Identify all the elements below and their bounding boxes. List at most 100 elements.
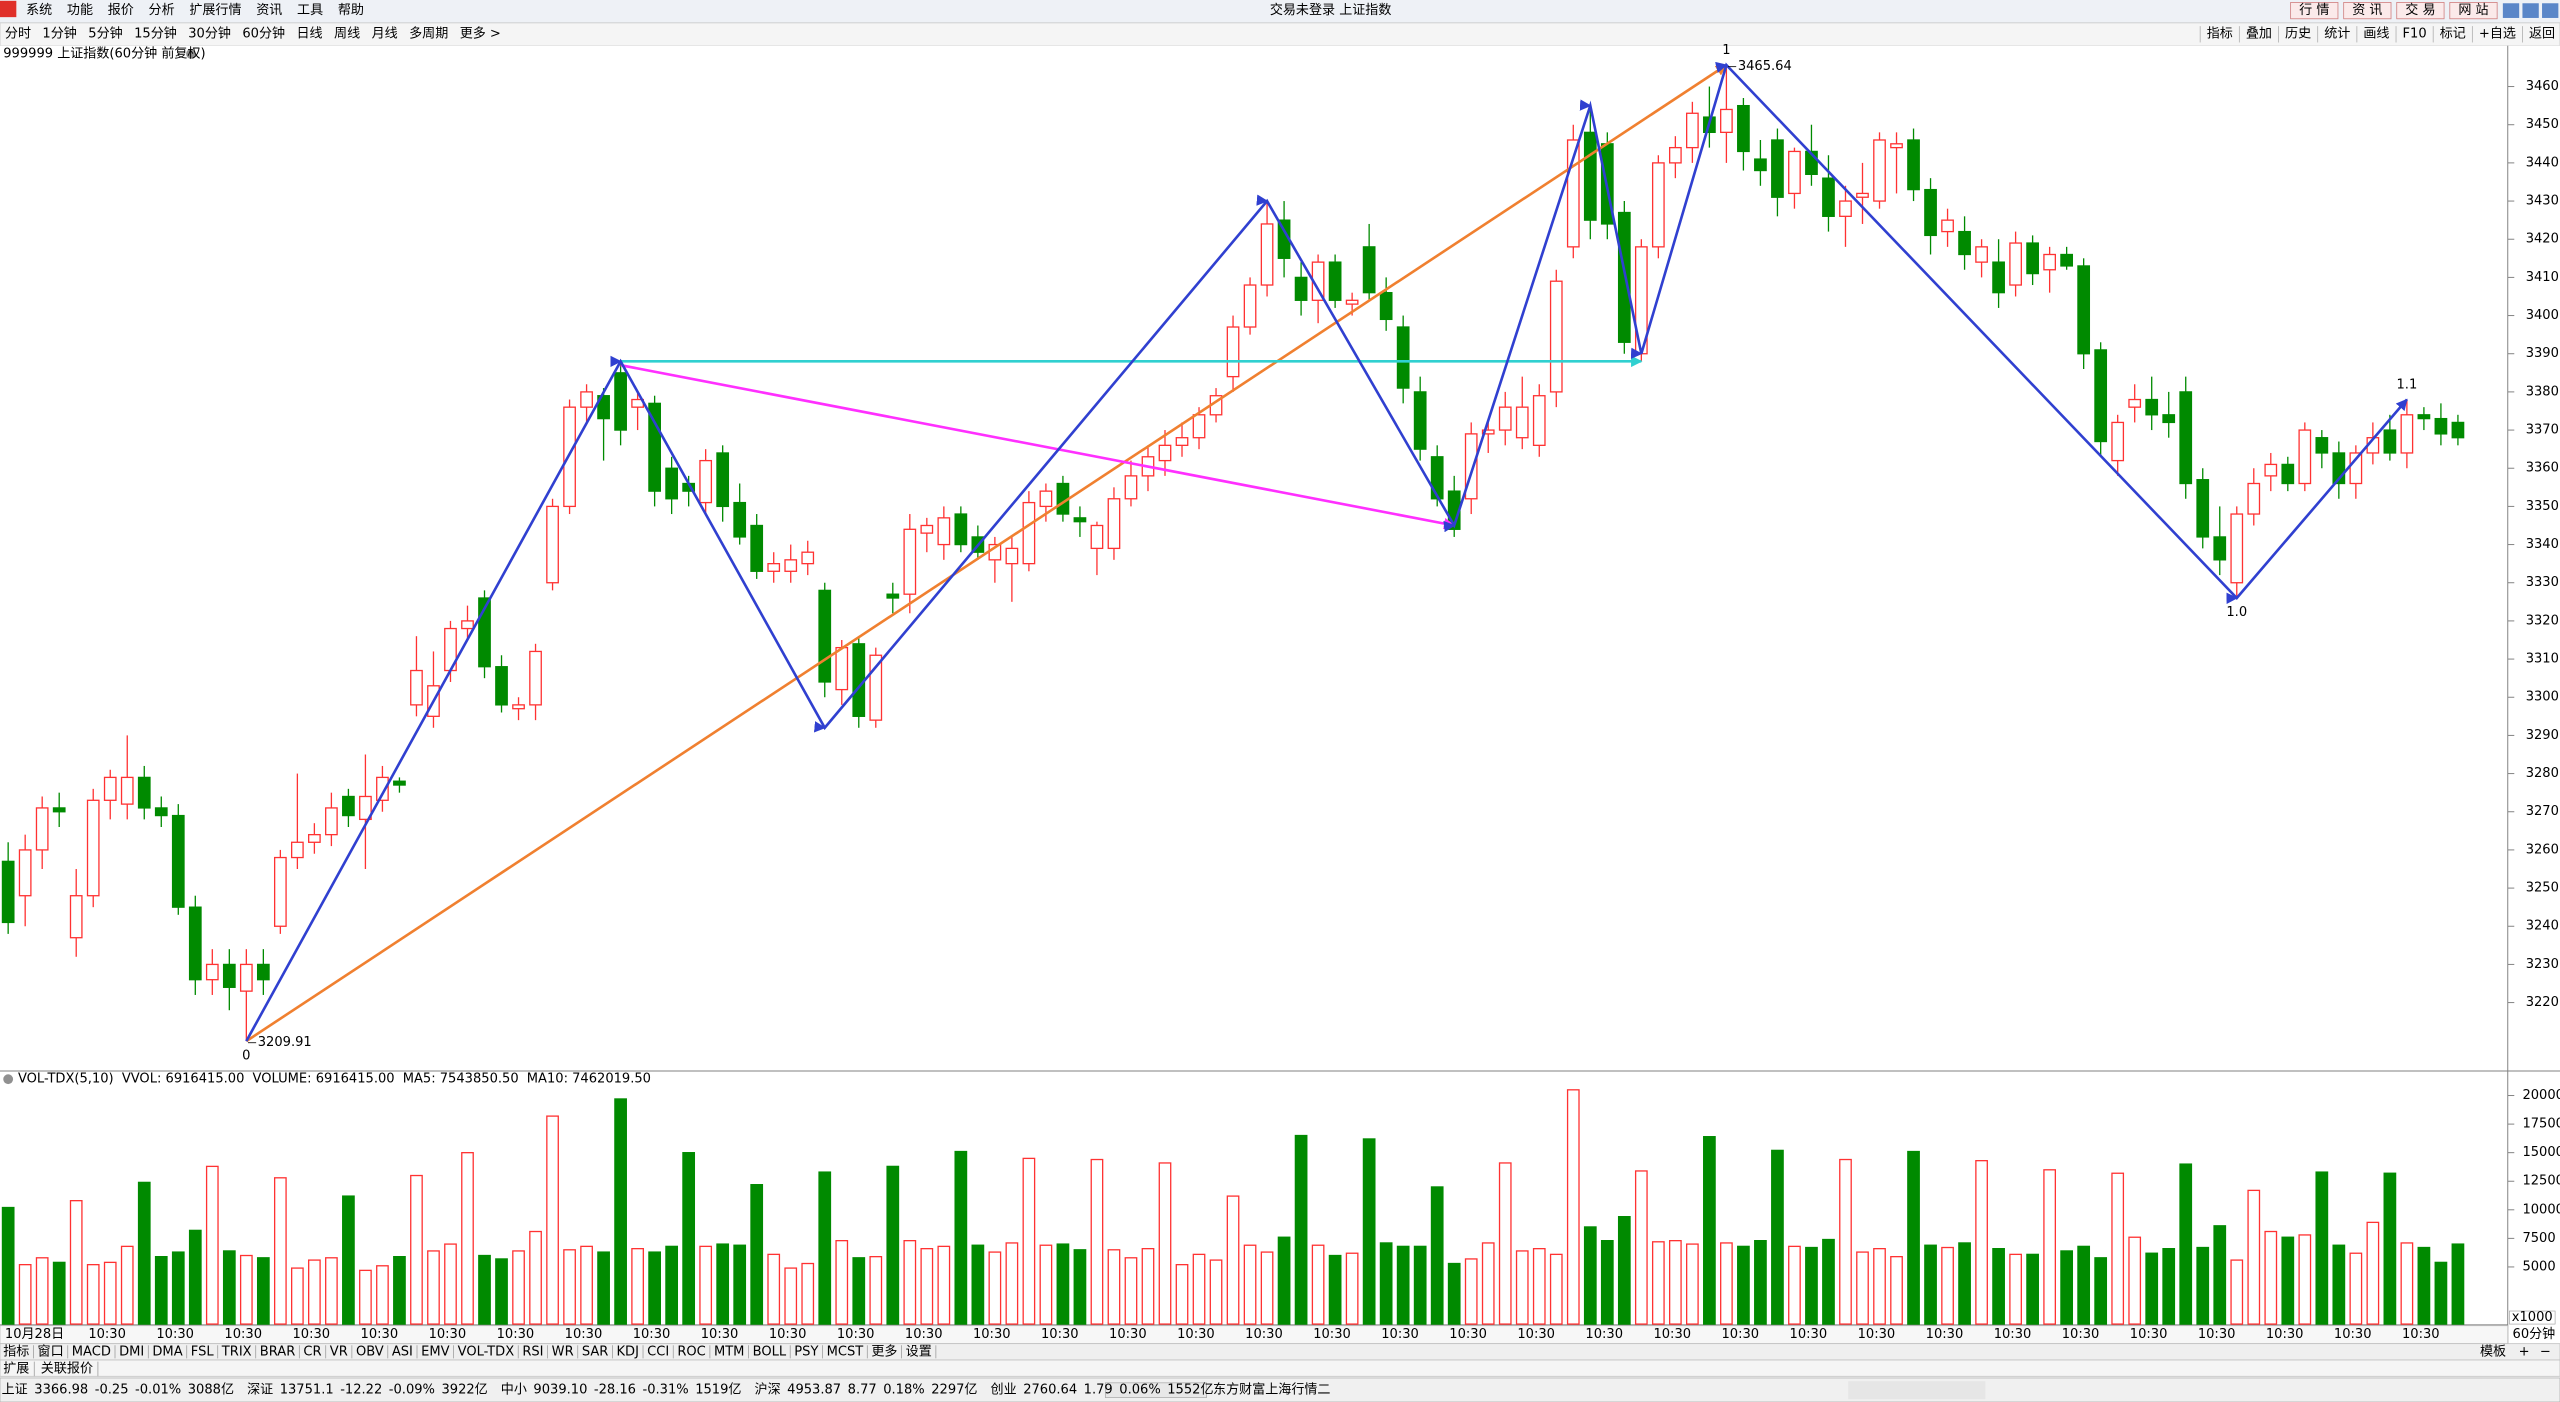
period-button[interactable]: 多周期 bbox=[409, 25, 448, 41]
y-tick-label: 3300 bbox=[2526, 690, 2559, 705]
indicator-tab[interactable]: 更多 bbox=[871, 1343, 897, 1359]
candle-body bbox=[1090, 524, 1104, 550]
indicator-tab[interactable]: BRAR bbox=[260, 1344, 295, 1359]
tab-control[interactable]: − bbox=[2540, 1344, 2551, 1359]
period-button[interactable]: 30分钟 bbox=[188, 25, 231, 41]
candle-body bbox=[1379, 292, 1393, 321]
nav-button-label[interactable]: 资 讯 bbox=[2352, 3, 2382, 18]
period-button[interactable]: 月线 bbox=[372, 26, 398, 41]
indicator-tab[interactable]: 设置 bbox=[906, 1344, 932, 1359]
tool-button[interactable]: 画线 bbox=[2363, 26, 2389, 41]
candle-body bbox=[818, 589, 832, 683]
menu-item[interactable]: 分析 bbox=[149, 3, 175, 18]
index-price: 4953.87 bbox=[787, 1383, 841, 1398]
tool-button[interactable]: 指标 bbox=[2207, 26, 2233, 41]
indicator-tab[interactable]: EMV bbox=[421, 1344, 450, 1359]
window-button[interactable] bbox=[2542, 3, 2559, 18]
tool-button[interactable]: F10 bbox=[2403, 26, 2427, 41]
indicator-tab[interactable]: 窗口 bbox=[38, 1343, 64, 1359]
window-button[interactable] bbox=[2522, 3, 2539, 18]
period-button[interactable]: 更多 > bbox=[460, 25, 501, 41]
menu-item[interactable]: 扩展行情 bbox=[189, 3, 241, 18]
y-tick-label: 10000 bbox=[2522, 1202, 2560, 1217]
candle-body bbox=[256, 963, 270, 981]
candle-body bbox=[1107, 498, 1121, 550]
indicator-tab[interactable]: WR bbox=[552, 1344, 574, 1359]
indicator-tab[interactable]: VR bbox=[330, 1344, 348, 1359]
x-tick-label: 10:30 bbox=[1722, 1327, 1760, 1342]
indicator-tab[interactable]: DMA bbox=[152, 1344, 182, 1359]
indicator-tab[interactable]: MACD bbox=[72, 1344, 111, 1359]
tool-button[interactable]: +自选 bbox=[2479, 26, 2516, 41]
menu-item[interactable]: 帮助 bbox=[338, 3, 364, 18]
nav-button[interactable] bbox=[2343, 2, 2392, 20]
tab-control[interactable]: 模板 bbox=[2480, 1344, 2506, 1359]
x-tick-label: 10:30 bbox=[1449, 1327, 1487, 1342]
indicator-tab[interactable]: CCI bbox=[647, 1344, 669, 1359]
menu-item[interactable]: 报价 bbox=[108, 3, 134, 18]
indicator-tab[interactable]: MTM bbox=[714, 1344, 744, 1359]
candle-body bbox=[2230, 513, 2244, 584]
sub-tab[interactable]: 关联报价 bbox=[41, 1361, 93, 1376]
window-button[interactable] bbox=[2502, 3, 2520, 18]
indicator-tab[interactable]: KDJ bbox=[616, 1344, 638, 1359]
sub-tab[interactable]: 扩展 bbox=[3, 1361, 29, 1376]
volume-bar bbox=[1856, 1251, 1869, 1325]
settings-icon[interactable] bbox=[186, 48, 196, 59]
menu-item[interactable]: 系统 bbox=[26, 3, 52, 18]
indicator-tab[interactable]: ASI bbox=[392, 1344, 413, 1359]
tool-button[interactable]: 历史 bbox=[2285, 26, 2311, 41]
menu-item[interactable]: 工具 bbox=[297, 3, 323, 18]
indicator-tab[interactable]: ROC bbox=[677, 1344, 705, 1359]
tool-button[interactable]: 返回 bbox=[2529, 26, 2555, 41]
nav-button[interactable] bbox=[2396, 2, 2445, 20]
indicator-tab[interactable]: 指标 bbox=[3, 1344, 29, 1359]
volume-bar bbox=[1192, 1253, 1206, 1325]
indicator-tab[interactable]: TRIX bbox=[221, 1344, 252, 1359]
menu-item[interactable]: 功能 bbox=[67, 3, 93, 18]
indicator-tab[interactable]: MCST bbox=[827, 1344, 864, 1359]
volume-bar bbox=[2196, 1246, 2210, 1325]
volume-bar bbox=[1737, 1245, 1750, 1325]
indicator-tab[interactable]: FSL bbox=[191, 1344, 215, 1359]
indicator-tab[interactable]: CR bbox=[303, 1344, 321, 1359]
indicator-tab[interactable]: BOLL bbox=[753, 1344, 787, 1359]
indicator-tab[interactable]: VOL-TDX bbox=[458, 1344, 515, 1359]
x-tick-label: 10:30 bbox=[1381, 1327, 1419, 1342]
nav-button-label[interactable]: 交 易 bbox=[2405, 2, 2435, 18]
volume-bar bbox=[614, 1098, 627, 1325]
tab-control[interactable]: + bbox=[2519, 1344, 2530, 1359]
x-tick-label: 10:30 bbox=[429, 1327, 467, 1342]
y-tick-label: 3320 bbox=[2526, 613, 2559, 628]
x-tick-label: 10:30 bbox=[1177, 1327, 1215, 1342]
period-button[interactable]: 60分钟 bbox=[242, 25, 285, 41]
settings-icon[interactable] bbox=[3, 1074, 14, 1085]
period-button[interactable]: 分时 bbox=[5, 26, 31, 41]
y-tick-label: 15000 bbox=[2522, 1145, 2560, 1160]
indicator-tab[interactable]: SAR bbox=[582, 1344, 609, 1359]
period-button[interactable]: 周线 bbox=[334, 26, 360, 41]
nav-button-label[interactable]: 网 站 bbox=[2458, 3, 2488, 18]
candle-body bbox=[478, 597, 491, 668]
indicator-tab[interactable]: DMI bbox=[119, 1344, 144, 1359]
nav-button-label[interactable]: 行 情 bbox=[2299, 3, 2329, 18]
tool-button[interactable]: 标记 bbox=[2440, 26, 2466, 41]
indicator-tab[interactable]: OBV bbox=[356, 1344, 384, 1359]
x-tick-label: 10:30 bbox=[1653, 1327, 1691, 1342]
tool-button[interactable]: 叠加 bbox=[2246, 26, 2272, 41]
period-button[interactable]: 1分钟 bbox=[42, 25, 76, 41]
volume-bar bbox=[1839, 1158, 1852, 1325]
nav-button[interactable] bbox=[2290, 2, 2339, 20]
indicator-tab[interactable]: RSI bbox=[522, 1344, 543, 1359]
menu-item[interactable]: 资讯 bbox=[256, 3, 282, 18]
period-button[interactable]: 5分钟 bbox=[88, 25, 122, 41]
period-button[interactable]: 日线 bbox=[297, 26, 323, 41]
volume-bar bbox=[2060, 1250, 2074, 1325]
candle-body bbox=[35, 807, 49, 851]
volume-bar bbox=[1311, 1244, 1325, 1325]
indicator-tab[interactable]: PSY bbox=[794, 1344, 818, 1359]
nav-button[interactable] bbox=[2449, 2, 2498, 20]
period-button[interactable]: 15分钟 bbox=[134, 25, 177, 41]
tool-button[interactable]: 统计 bbox=[2324, 26, 2350, 41]
candle-body bbox=[1192, 414, 1206, 439]
